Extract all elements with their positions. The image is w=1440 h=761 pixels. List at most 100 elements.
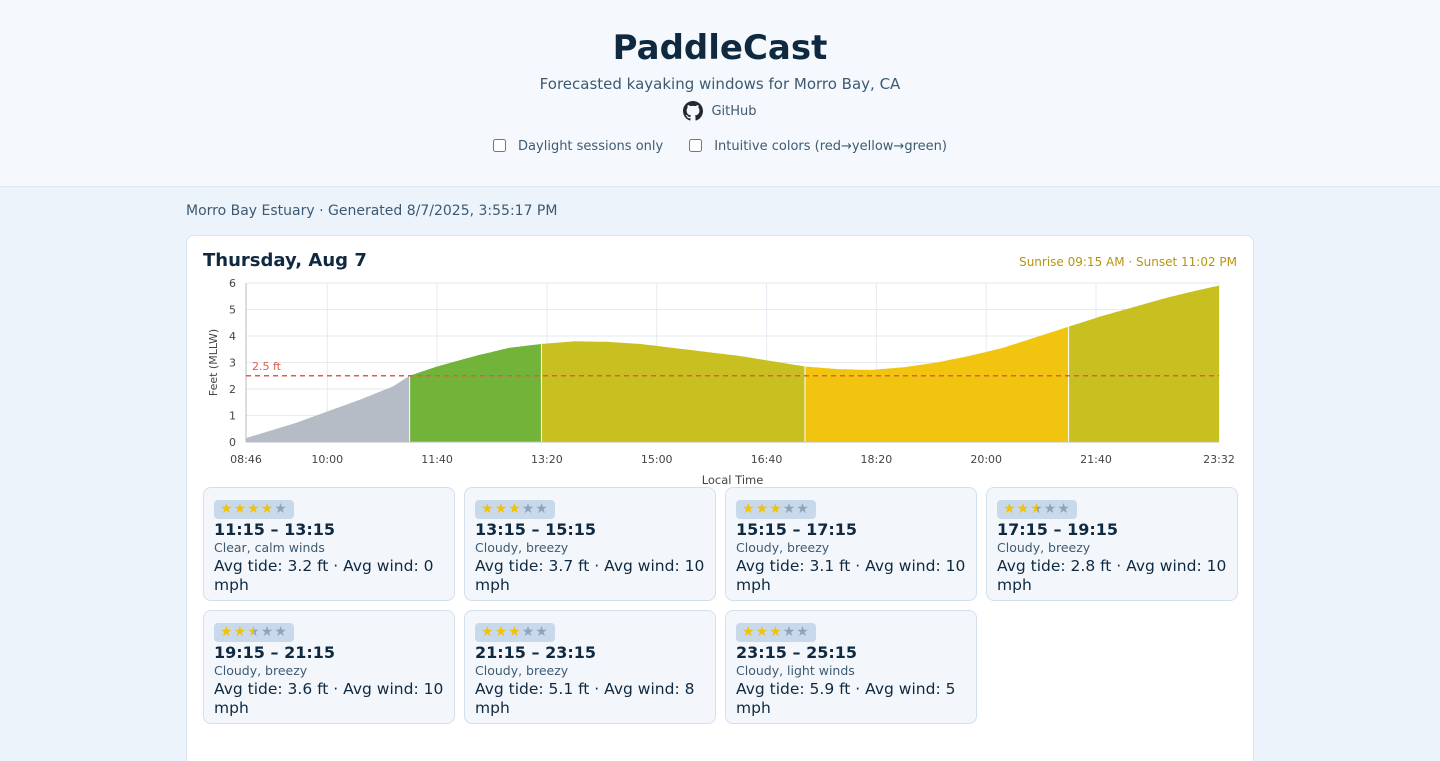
session-card[interactable]: ★★★★★ 13:15 – 15:15 Cloudy, breezy Avg tide… [464, 487, 716, 601]
session-conditions: Cloudy, breezy [736, 540, 830, 555]
rating-stars: ★★★★★ [736, 500, 816, 519]
session-averages: Avg tide: 3.1 ft · Avg wind: 10 mph [736, 557, 966, 594]
rating-stars: ★★★★★ [214, 623, 294, 642]
y-tick-label: 5 [229, 304, 236, 317]
daylight-toggle-label: Daylight sessions only [518, 139, 664, 154]
session-time: 21:15 – 23:15 [475, 643, 596, 662]
tide-band-3 [541, 341, 805, 442]
x-tick-label: 08:46 [230, 453, 262, 466]
rating-stars: ★★★★★ [475, 500, 555, 519]
session-card[interactable]: ★★★★★ 19:15 – 21:15 Cloudy, breezy Avg tide… [203, 610, 455, 724]
star-icon: ★ [233, 501, 248, 517]
star-icon: ★ [755, 624, 770, 640]
star-icon: ★ [742, 624, 756, 640]
session-time: 15:15 – 17:15 [736, 520, 857, 539]
rating-stars: ★★★★★ [214, 500, 294, 519]
github-link[interactable]: GitHub [683, 101, 757, 121]
location-meta: Morro Bay Estuary · Generated 8/7/2025, … [186, 203, 558, 219]
session-card[interactable]: ★★★★★ 21:15 – 23:15 Cloudy, breezy Avg tide… [464, 610, 716, 724]
star-icon: ★ [782, 624, 797, 640]
session-conditions: Cloudy, light winds [736, 663, 855, 678]
star-icon: ★ [247, 501, 261, 517]
app-title: PaddleCast [612, 28, 828, 68]
session-time: 17:15 – 19:15 [997, 520, 1118, 539]
session-card[interactable]: ★★★★★ 11:15 – 13:15 Clear, calm winds Avg t… [203, 487, 455, 601]
threshold-label: 2.5 ft [252, 360, 282, 373]
session-averages: Avg tide: 5.1 ft · Avg wind: 8 mph [475, 680, 695, 717]
daylight-checkbox[interactable] [493, 138, 507, 152]
y-tick-label: 4 [229, 330, 236, 343]
star-icon: ★ [481, 624, 495, 640]
daylight-toggle[interactable]: Daylight sessions only [493, 138, 664, 154]
session-card[interactable]: ★★★★★ 23:15 – 25:15 Cloudy, light winds Avg… [725, 610, 977, 724]
app-subtitle: Forecasted kayaking windows for Morro Ba… [539, 75, 901, 93]
intuitive-colors-toggle[interactable]: Intuitive colors (red→yellow→green) [689, 138, 947, 154]
star-icon: ★ [508, 624, 522, 640]
session-card[interactable]: ★★★★★ 17:15 – 19:15 Cloudy, breezy Avg tide… [986, 487, 1238, 601]
session-averages: Avg tide: 3.2 ft · Avg wind: 0 mph [214, 557, 434, 594]
star-icon: ★ [233, 624, 248, 640]
star-icon: ★ [1003, 501, 1017, 517]
x-tick-label: 11:40 [421, 453, 453, 466]
session-averages: Avg tide: 2.8 ft · Avg wind: 10 mph [997, 557, 1227, 594]
github-icon [683, 101, 704, 121]
main-content: Morro Bay Estuary · Generated 8/7/2025, … [186, 187, 1254, 761]
star-icon: ★ [755, 501, 770, 517]
tide-band-4 [804, 326, 1069, 442]
star-icon: ★ [220, 624, 234, 640]
x-tick-label: 16:40 [751, 453, 783, 466]
star-icon: ★ [1057, 501, 1071, 517]
session-time: 19:15 – 21:15 [214, 643, 335, 662]
star-icon: ★ [769, 501, 783, 517]
star-icon: ★ [274, 501, 288, 517]
session-conditions: Cloudy, breezy [475, 540, 569, 555]
session-time: 13:15 – 15:15 [475, 520, 596, 539]
intuitive-colors-toggle-label: Intuitive colors (red→yellow→green) [714, 139, 947, 154]
y-axis-title: Feet (MLLW) [207, 329, 220, 396]
session-conditions: Cloudy, breezy [475, 663, 569, 678]
star-icon: ★ [220, 501, 234, 517]
session-time: 23:15 – 25:15 [736, 643, 857, 662]
x-tick-label: 18:20 [861, 453, 893, 466]
rating-stars: ★★★★★ [997, 500, 1077, 519]
session-averages: Avg tide: 5.9 ft · Avg wind: 5 mph [736, 680, 956, 717]
day-card: Thursday, Aug 7 Sunrise 09:15 AM · Sunse… [186, 235, 1254, 761]
star-icon: ★ [1030, 501, 1044, 517]
star-icon: ★ [508, 501, 522, 517]
sun-times: Sunrise 09:15 AM · Sunset 11:02 PM [1019, 255, 1237, 269]
x-tick-label: 21:40 [1080, 453, 1112, 466]
github-label: GitHub [711, 103, 757, 119]
star-icon: ★ [521, 501, 536, 517]
x-tick-label: 10:00 [311, 453, 343, 466]
star-icon: ★ [535, 624, 549, 640]
star-icon: ★ [1043, 501, 1058, 517]
star-icon: ★ [274, 624, 288, 640]
session-time: 11:15 – 13:15 [214, 520, 335, 539]
session-card[interactable]: ★★★★★ 15:15 – 17:15 Cloudy, breezy Avg tide… [725, 487, 977, 601]
x-tick-label: 13:20 [531, 453, 563, 466]
session-conditions: Clear, calm winds [214, 540, 325, 555]
star-icon: ★ [742, 501, 756, 517]
tide-band-1 [246, 375, 410, 442]
x-tick-label: 20:00 [970, 453, 1002, 466]
session-averages: Avg tide: 3.7 ft · Avg wind: 10 mph [475, 557, 705, 594]
star-icon: ★ [260, 624, 275, 640]
y-tick-label: 2 [229, 383, 236, 396]
session-conditions: Cloudy, breezy [997, 540, 1091, 555]
x-axis-title: Local Time [702, 473, 764, 485]
x-tick-label: 15:00 [641, 453, 673, 466]
session-grid: ★★★★★ 11:15 – 13:15 Clear, calm winds Avg t… [203, 487, 1238, 724]
x-tick-label: 23:32 [1203, 453, 1235, 466]
star-icon: ★ [481, 501, 495, 517]
star-icon: ★ [521, 624, 536, 640]
session-conditions: Cloudy, breezy [214, 663, 308, 678]
star-icon: ★ [535, 501, 549, 517]
intuitive-colors-checkbox[interactable] [689, 138, 703, 152]
tide-band-5 [1068, 285, 1219, 442]
y-tick-label: 6 [229, 277, 236, 290]
rating-stars: ★★★★★ [475, 623, 555, 642]
tide-band-2 [409, 343, 542, 442]
day-title: Thursday, Aug 7 [203, 250, 367, 271]
filter-toggles: Daylight sessions only Intuitive colors … [0, 138, 1440, 154]
app-header: PaddleCast Forecasted kayaking windows f… [0, 0, 1440, 187]
